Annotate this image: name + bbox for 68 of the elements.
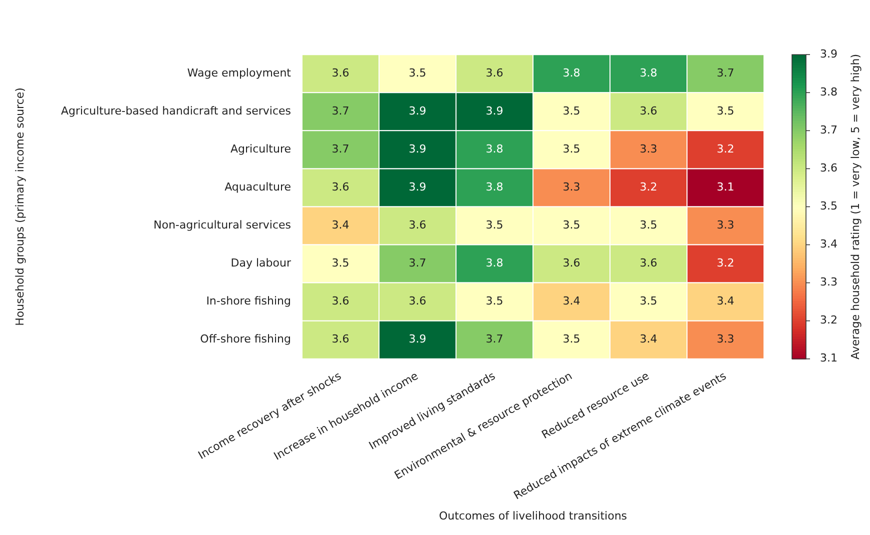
- data-label: 3.5: [332, 256, 350, 270]
- data-label: 3.9: [486, 104, 504, 118]
- color-bar-label: 3.4: [820, 238, 838, 251]
- data-label: 3.9: [408, 104, 426, 118]
- y-tick-label: Aquaculture: [224, 180, 292, 194]
- data-label: 3.3: [562, 180, 580, 194]
- data-label: 3.5: [562, 332, 580, 346]
- y-tick-label: Wage employment: [187, 66, 292, 80]
- data-label: 3.7: [486, 332, 504, 346]
- data-label: 3.5: [486, 294, 504, 308]
- data-label: 3.5: [640, 218, 658, 232]
- data-label: 3.6: [332, 294, 350, 308]
- data-label: 3.7: [716, 66, 734, 80]
- data-label: 3.7: [332, 104, 350, 118]
- data-label: 3.8: [562, 66, 580, 80]
- color-bar-title: Average household rating (1 = very low, 5 = very high): [848, 54, 862, 360]
- color-bar-label: 3.7: [820, 124, 838, 137]
- data-label: 3.4: [640, 332, 658, 346]
- color-bar-label: 3.5: [820, 200, 838, 213]
- y-tick-label: Day labour: [230, 256, 292, 270]
- data-label: 3.5: [486, 218, 504, 232]
- data-label: 3.8: [486, 256, 504, 270]
- y-tick-label: Non-agricultural services: [153, 218, 292, 232]
- data-label: 3.5: [562, 142, 580, 156]
- data-label: 3.6: [486, 66, 504, 80]
- y-tick-label: Agriculture-based handicraft and services: [60, 104, 292, 118]
- data-label: 3.6: [332, 332, 350, 346]
- data-label: 3.4: [716, 294, 734, 308]
- data-label: 3.4: [562, 294, 580, 308]
- data-label: 3.5: [640, 294, 658, 308]
- data-label: 3.2: [640, 180, 658, 194]
- color-bar-label: 3.6: [820, 162, 838, 175]
- data-label: 3.3: [716, 332, 734, 346]
- data-label: 3.8: [486, 142, 504, 156]
- data-label: 3.2: [716, 142, 734, 156]
- data-label: 3.3: [716, 218, 734, 232]
- data-label: 3.3: [640, 142, 658, 156]
- data-label: 3.7: [408, 256, 426, 270]
- data-label: 3.5: [716, 104, 734, 118]
- data-label: 3.9: [408, 180, 426, 194]
- color-bar-label: 3.9: [820, 47, 838, 60]
- color-bar-label: 3.3: [820, 276, 838, 289]
- data-label: 3.8: [640, 66, 658, 80]
- color-bar-label: 3.8: [820, 85, 838, 98]
- data-label: 3.6: [640, 256, 658, 270]
- data-label: 3.6: [408, 294, 426, 308]
- color-bar-label: 3.1: [820, 352, 838, 365]
- data-label: 3.6: [332, 66, 350, 80]
- y-axis-title: Household groups (primary income source): [13, 88, 26, 326]
- color-bar-label: 3.2: [820, 314, 838, 327]
- y-tick-label: In-shore fishing: [206, 294, 291, 308]
- data-label: 3.6: [332, 180, 350, 194]
- y-tick-label: Off-shore fishing: [200, 332, 291, 346]
- data-label: 3.6: [408, 218, 426, 232]
- data-label: 3.6: [562, 256, 580, 270]
- data-label: 3.9: [408, 332, 426, 346]
- data-label: 3.2: [716, 256, 734, 270]
- data-label: 3.4: [332, 218, 350, 232]
- y-tick-label: Agriculture: [230, 142, 292, 156]
- x-axis-title: Outcomes of livelihood transitions: [438, 509, 628, 522]
- data-label: 3.1: [716, 180, 734, 194]
- data-label: 3.6: [640, 104, 658, 118]
- data-label: 3.9: [408, 142, 426, 156]
- data-label: 3.5: [408, 66, 426, 80]
- data-label: 3.5: [562, 218, 580, 232]
- data-label: 3.7: [332, 142, 350, 156]
- data-label: 3.8: [486, 180, 504, 194]
- data-label: 3.5: [562, 104, 580, 118]
